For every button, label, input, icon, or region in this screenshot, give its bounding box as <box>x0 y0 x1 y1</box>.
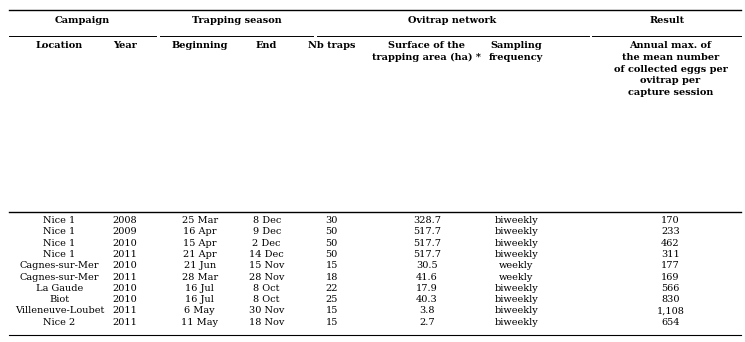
Text: weekly: weekly <box>499 261 533 270</box>
Text: 2009: 2009 <box>112 227 138 236</box>
Text: 40.3: 40.3 <box>416 295 438 304</box>
Text: 2011: 2011 <box>112 318 138 327</box>
Text: 517.7: 517.7 <box>413 227 441 236</box>
Text: weekly: weekly <box>499 273 533 281</box>
Text: 28 Nov: 28 Nov <box>249 273 285 281</box>
Text: 41.6: 41.6 <box>416 273 438 281</box>
Text: 517.7: 517.7 <box>413 239 441 248</box>
Text: Result: Result <box>649 16 685 25</box>
Text: Surface of the
trapping area (ha) *: Surface of the trapping area (ha) * <box>372 41 481 62</box>
Text: 16 Jul: 16 Jul <box>186 295 214 304</box>
Text: 15: 15 <box>326 318 337 327</box>
Text: 30: 30 <box>326 216 337 225</box>
Text: biweekly: biweekly <box>495 227 538 236</box>
Text: 50: 50 <box>326 239 337 248</box>
Text: End: End <box>256 41 277 50</box>
Text: biweekly: biweekly <box>495 295 538 304</box>
Text: 50: 50 <box>326 250 337 259</box>
Text: 16 Apr: 16 Apr <box>183 227 216 236</box>
Text: 830: 830 <box>662 295 679 304</box>
Text: biweekly: biweekly <box>495 216 538 225</box>
Text: 177: 177 <box>661 261 680 270</box>
Text: 311: 311 <box>661 250 680 259</box>
Text: 1,108: 1,108 <box>656 306 685 315</box>
Text: 17.9: 17.9 <box>416 284 438 293</box>
Text: Nice 1: Nice 1 <box>43 239 76 248</box>
Text: 8 Oct: 8 Oct <box>253 295 280 304</box>
Text: 2008: 2008 <box>112 216 138 225</box>
Text: La Gaude: La Gaude <box>36 284 83 293</box>
Text: 2010: 2010 <box>112 261 138 270</box>
Text: Trapping season: Trapping season <box>191 16 282 25</box>
Text: 16 Jul: 16 Jul <box>186 284 214 293</box>
Text: 22: 22 <box>326 284 337 293</box>
Text: 30.5: 30.5 <box>416 261 438 270</box>
Text: 3.8: 3.8 <box>419 306 434 315</box>
Text: 233: 233 <box>661 227 680 236</box>
Text: biweekly: biweekly <box>495 306 538 315</box>
Text: 8 Oct: 8 Oct <box>253 284 280 293</box>
Text: 169: 169 <box>662 273 679 281</box>
Text: Cagnes-sur-Mer: Cagnes-sur-Mer <box>20 273 99 281</box>
Text: Cagnes-sur-Mer: Cagnes-sur-Mer <box>20 261 99 270</box>
Text: Year: Year <box>113 41 137 50</box>
Text: 15 Apr: 15 Apr <box>183 239 216 248</box>
Text: 2 Dec: 2 Dec <box>253 239 281 248</box>
Text: 9 Dec: 9 Dec <box>253 227 281 236</box>
Text: Location: Location <box>36 41 83 50</box>
Text: Ovitrap network: Ovitrap network <box>408 16 497 25</box>
Text: biweekly: biweekly <box>495 318 538 327</box>
Text: Biot: Biot <box>49 295 70 304</box>
Text: Sampling
frequency: Sampling frequency <box>489 41 543 62</box>
Text: 328.7: 328.7 <box>413 216 441 225</box>
Text: 517.7: 517.7 <box>413 250 441 259</box>
Text: Annual max. of
the mean number
of collected eggs per
ovitrap per
capture session: Annual max. of the mean number of collec… <box>614 41 727 97</box>
Text: 654: 654 <box>662 318 679 327</box>
Text: 2.7: 2.7 <box>419 318 434 327</box>
Text: Nice 1: Nice 1 <box>43 250 76 259</box>
Text: 170: 170 <box>662 216 679 225</box>
Text: 18 Nov: 18 Nov <box>249 318 285 327</box>
Text: 18: 18 <box>326 273 337 281</box>
Text: 462: 462 <box>662 239 679 248</box>
Text: Nb traps: Nb traps <box>308 41 355 50</box>
Text: 25: 25 <box>326 295 337 304</box>
Text: Villeneuve-Loubet: Villeneuve-Loubet <box>15 306 104 315</box>
Text: biweekly: biweekly <box>495 250 538 259</box>
Text: Nice 2: Nice 2 <box>43 318 76 327</box>
Text: 15 Nov: 15 Nov <box>249 261 285 270</box>
Text: 6 May: 6 May <box>184 306 215 315</box>
Text: Nice 1: Nice 1 <box>43 227 76 236</box>
Text: 21 Apr: 21 Apr <box>183 250 217 259</box>
Text: 30 Nov: 30 Nov <box>249 306 285 315</box>
Text: 28 Mar: 28 Mar <box>182 273 218 281</box>
Text: Nice 1: Nice 1 <box>43 216 76 225</box>
Text: 8 Dec: 8 Dec <box>253 216 281 225</box>
Text: Campaign: Campaign <box>55 16 110 25</box>
Text: 2011: 2011 <box>112 250 138 259</box>
Text: 2010: 2010 <box>112 295 138 304</box>
Text: 2010: 2010 <box>112 239 138 248</box>
Text: 15: 15 <box>326 306 337 315</box>
Text: 2011: 2011 <box>112 306 138 315</box>
Text: 50: 50 <box>326 227 337 236</box>
Text: 14 Dec: 14 Dec <box>250 250 284 259</box>
Text: 21 Jun: 21 Jun <box>183 261 216 270</box>
Text: 2011: 2011 <box>112 273 138 281</box>
Text: biweekly: biweekly <box>495 239 538 248</box>
Text: 15: 15 <box>326 261 337 270</box>
Text: biweekly: biweekly <box>495 284 538 293</box>
Text: 566: 566 <box>662 284 679 293</box>
Text: 11 May: 11 May <box>181 318 218 327</box>
Text: 2010: 2010 <box>112 284 138 293</box>
Text: 25 Mar: 25 Mar <box>182 216 218 225</box>
Text: Beginning: Beginning <box>171 41 228 50</box>
